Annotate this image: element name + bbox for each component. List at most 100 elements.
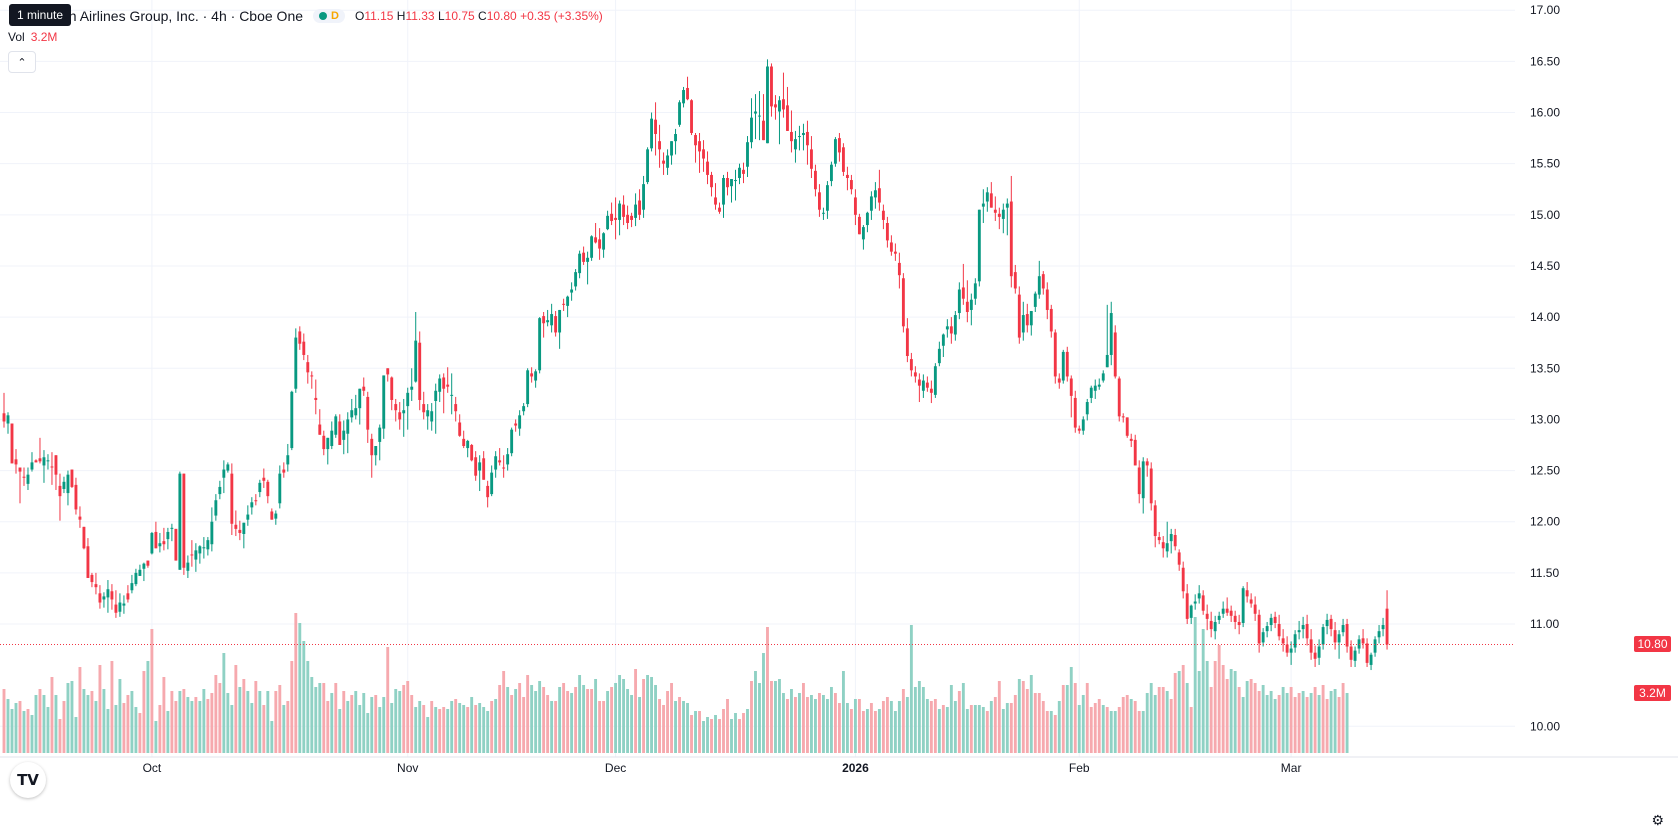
volume-bar (294, 613, 298, 753)
candle (1225, 597, 1229, 616)
candle (674, 128, 677, 155)
candle (402, 398, 406, 437)
candle (1133, 434, 1137, 466)
candle (254, 494, 258, 506)
candle (86, 538, 90, 578)
volume-bar (766, 627, 769, 753)
candle (1121, 413, 1125, 423)
candle (522, 403, 526, 416)
candle (1069, 375, 1073, 418)
volume-bar (758, 683, 761, 753)
candle (1073, 390, 1077, 433)
volume-bar (961, 683, 965, 753)
volume-bar (989, 701, 993, 753)
volume-bar (250, 703, 254, 753)
candle (62, 476, 66, 494)
volume-bar (1029, 675, 1033, 753)
volume-bar (853, 699, 857, 753)
volume-bar (178, 691, 182, 753)
candle (526, 368, 530, 408)
candle (54, 455, 58, 491)
candle (490, 465, 494, 497)
volume-bar (106, 709, 110, 753)
volume-bar (478, 703, 482, 753)
candle (302, 333, 306, 361)
volume-bar (146, 661, 150, 753)
volume-bar (965, 709, 969, 753)
y-tick-label: 16.00 (1530, 106, 1560, 120)
volume-bar (1133, 701, 1137, 753)
volume-bar (638, 697, 642, 753)
market-status[interactable]: D (313, 9, 345, 23)
candle (1129, 433, 1133, 448)
candle (1209, 611, 1213, 638)
candle (881, 204, 885, 230)
volume-bar (937, 709, 941, 753)
volume-bar (330, 693, 334, 753)
volume-bar (1337, 697, 1341, 753)
candle (985, 187, 989, 212)
candle (1161, 536, 1165, 558)
candle (893, 243, 897, 261)
candle (266, 479, 270, 504)
market-open-dot-icon (319, 12, 328, 20)
volume-bar (1065, 685, 1069, 753)
volume-bar (913, 687, 917, 753)
volume-bar (86, 695, 90, 753)
volume-bar (742, 713, 745, 753)
symbol-title[interactable]: can Airlines Group, Inc. · 4h · Cboe One (54, 8, 304, 24)
volume-bar (442, 707, 446, 753)
volume-bar (821, 695, 825, 753)
volume-bar (54, 695, 58, 753)
candle (1117, 376, 1121, 422)
collapse-legend-button[interactable]: ⌃ (8, 51, 36, 73)
volume-bar (833, 693, 837, 753)
candle (306, 354, 310, 384)
candle (1285, 636, 1289, 657)
candle (442, 373, 446, 414)
volume-bar (1321, 685, 1325, 753)
candle (873, 182, 877, 209)
volume-legend: Vol 3.2M (8, 30, 57, 44)
volume-bar (530, 685, 534, 753)
candle (230, 463, 234, 536)
candle (885, 216, 889, 248)
volume-bar (1045, 711, 1049, 753)
open-label: O (354, 9, 365, 23)
candle (474, 451, 478, 481)
settings-gear-icon[interactable]: ⚙ (1651, 812, 1664, 828)
candle (937, 341, 941, 367)
volume-bar (166, 711, 170, 753)
time-axis[interactable]: Oct Nov Dec 2026 Feb Mar (0, 756, 1678, 775)
candle (6, 412, 10, 434)
candle (1349, 640, 1353, 667)
volume-bar (1293, 697, 1297, 753)
candle (1369, 652, 1373, 671)
candle (126, 585, 130, 603)
candle (274, 510, 278, 525)
candle (953, 310, 957, 341)
candle (1353, 646, 1357, 667)
volume-bar (1021, 681, 1025, 753)
price-axis[interactable]: 17.00 16.50 16.00 15.50 15.00 14.50 14.00 13.50… (1530, 3, 1560, 733)
candle (10, 423, 14, 464)
volume-bar (242, 679, 246, 753)
candle (1281, 629, 1285, 652)
volume-bar (174, 701, 178, 753)
candle (182, 473, 186, 575)
candle (1021, 301, 1025, 341)
tradingview-logo-icon[interactable]: TV (10, 762, 46, 798)
candle (690, 99, 693, 136)
volume-bar (1041, 701, 1045, 753)
volume-bar (34, 695, 38, 753)
candle (1261, 628, 1265, 647)
volume-bar (1173, 673, 1177, 753)
volume-bar (186, 697, 190, 753)
candle (1273, 611, 1277, 629)
volume-bar (514, 689, 518, 753)
volume-bar (2, 689, 6, 753)
candle (790, 110, 793, 153)
volume-bar (506, 687, 510, 753)
